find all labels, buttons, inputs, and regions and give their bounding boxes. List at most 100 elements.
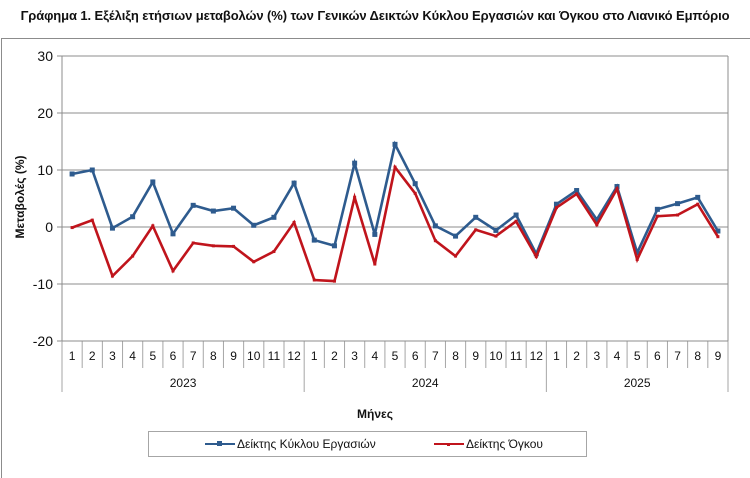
data-point-marker [90, 218, 94, 222]
data-point-marker [654, 206, 660, 212]
data-point-marker [211, 244, 215, 248]
legend-label: Δείκτης Κύκλου Εργασιών [237, 437, 376, 451]
y-tick-label: 20 [37, 105, 53, 121]
x-tick-label: 9 [472, 349, 479, 363]
data-point-marker [493, 227, 499, 233]
data-point-marker [432, 223, 438, 229]
x-tick-label: 11 [510, 349, 523, 363]
data-point-marker [251, 222, 257, 228]
x-tick-label: 2 [573, 349, 580, 363]
data-point-marker [210, 208, 216, 214]
x-tick-label: 2 [89, 349, 96, 363]
data-point-marker [110, 274, 114, 278]
x-axis-label: Μήνες [357, 407, 393, 421]
y-tick-label: -20 [33, 333, 53, 349]
legend-item-turnover: Δείκτης Κύκλου Εργασιών [205, 437, 376, 451]
data-point-marker [70, 226, 74, 230]
data-point-marker [150, 179, 156, 185]
chart-title: Γράφημα 1. Εξέλιξη ετήσιων μεταβολών (%)… [20, 8, 730, 23]
x-tick-label: 12 [287, 349, 301, 363]
x-group-label: 2024 [412, 376, 439, 390]
x-tick-label: 6 [170, 349, 177, 363]
data-point-marker [675, 201, 681, 207]
x-tick-label: 5 [634, 349, 641, 363]
data-point-marker [272, 250, 276, 254]
x-tick-label: 10 [489, 349, 503, 363]
data-point-marker [312, 278, 316, 282]
x-tick-label: 10 [247, 349, 261, 363]
y-tick-label: 0 [45, 219, 53, 235]
data-point-marker [474, 228, 478, 232]
x-tick-label: 3 [109, 349, 116, 363]
x-tick-label: 4 [129, 349, 136, 363]
data-point-marker [353, 195, 357, 199]
data-point-marker [433, 239, 437, 243]
data-point-marker [190, 202, 196, 208]
x-group-label: 2025 [624, 376, 651, 390]
data-point-marker [413, 191, 417, 195]
x-tick-label: 6 [412, 349, 419, 363]
data-point-marker [89, 167, 95, 173]
x-tick-label: 7 [190, 349, 197, 363]
y-axis-label: Μεταβολές (%) [13, 155, 27, 239]
data-point-marker [716, 235, 720, 239]
data-point-marker [655, 214, 659, 218]
data-point-marker [69, 171, 75, 177]
data-point-marker [494, 234, 498, 238]
data-point-marker [131, 254, 135, 258]
data-point-marker [412, 181, 418, 187]
data-point-marker [453, 233, 459, 239]
x-tick-label: 1 [553, 349, 560, 363]
y-tick-label: -10 [33, 276, 53, 292]
x-tick-label: 1 [311, 349, 318, 363]
legend-line-icon [434, 442, 464, 446]
data-point-marker [676, 213, 680, 217]
legend-line-icon [205, 441, 235, 446]
data-point-marker [696, 202, 700, 206]
data-point-marker [109, 225, 115, 231]
data-point-marker [473, 214, 479, 220]
data-point-marker [534, 255, 538, 259]
chart-frame [1, 38, 750, 478]
data-point-marker [332, 279, 336, 283]
data-point-marker [151, 224, 155, 228]
data-point-marker [231, 205, 237, 211]
data-point-marker [574, 188, 580, 194]
legend-item-volume: Δείκτης Όγκου [434, 437, 543, 451]
data-point-marker [292, 220, 296, 224]
x-tick-label: 6 [654, 349, 661, 363]
data-point-marker [554, 206, 558, 210]
x-tick-label: 5 [149, 349, 156, 363]
data-point-marker [575, 192, 579, 196]
data-point-marker [373, 262, 377, 266]
data-point-marker [372, 231, 378, 237]
data-point-marker [695, 194, 701, 200]
data-point-marker [513, 212, 519, 218]
legend: Δείκτης Κύκλου Εργασιών Δείκτης Όγκου [148, 431, 587, 457]
data-point-marker [331, 243, 337, 249]
y-tick-label: 10 [37, 162, 53, 178]
x-tick-label: 4 [371, 349, 378, 363]
data-point-marker [635, 257, 639, 261]
x-tick-label: 5 [392, 349, 399, 363]
legend-label: Δείκτης Όγκου [466, 437, 543, 451]
data-point-marker [170, 231, 176, 237]
data-point-marker [595, 223, 599, 227]
data-point-marker [715, 228, 721, 234]
data-point-marker [191, 241, 195, 245]
data-point-marker [634, 250, 640, 256]
x-tick-label: 9 [230, 349, 237, 363]
x-tick-label: 3 [351, 349, 358, 363]
x-tick-label: 8 [694, 349, 701, 363]
y-tick-label: 30 [37, 48, 53, 64]
data-point-marker [615, 187, 619, 191]
data-point-marker [352, 160, 358, 166]
data-point-marker [311, 237, 317, 243]
data-point-marker [454, 254, 458, 258]
data-point-marker [130, 214, 136, 220]
x-tick-label: 7 [674, 349, 681, 363]
data-point-marker [232, 244, 236, 248]
x-tick-label: 8 [210, 349, 217, 363]
x-tick-label: 2 [331, 349, 338, 363]
